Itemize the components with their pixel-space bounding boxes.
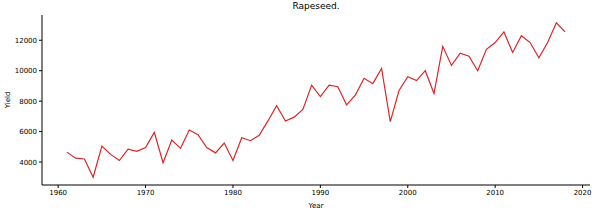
svg-text:1980: 1980 xyxy=(224,189,242,197)
svg-text:2010: 2010 xyxy=(486,189,504,197)
svg-text:1970: 1970 xyxy=(137,189,155,197)
svg-text:4000: 4000 xyxy=(19,159,37,167)
svg-text:2000: 2000 xyxy=(399,189,417,197)
svg-text:10000: 10000 xyxy=(15,67,37,75)
svg-text:1960: 1960 xyxy=(49,189,67,197)
svg-text:6000: 6000 xyxy=(19,128,37,136)
svg-text:8000: 8000 xyxy=(19,98,37,106)
svg-text:1990: 1990 xyxy=(311,189,329,197)
svg-text:Year: Year xyxy=(308,202,324,208)
svg-text:2020: 2020 xyxy=(574,189,592,197)
svg-text:12000: 12000 xyxy=(15,37,37,45)
html-text:Rapeseed.: Rapeseed. xyxy=(292,1,340,11)
svg-text:Yield: Yield xyxy=(8,92,12,110)
